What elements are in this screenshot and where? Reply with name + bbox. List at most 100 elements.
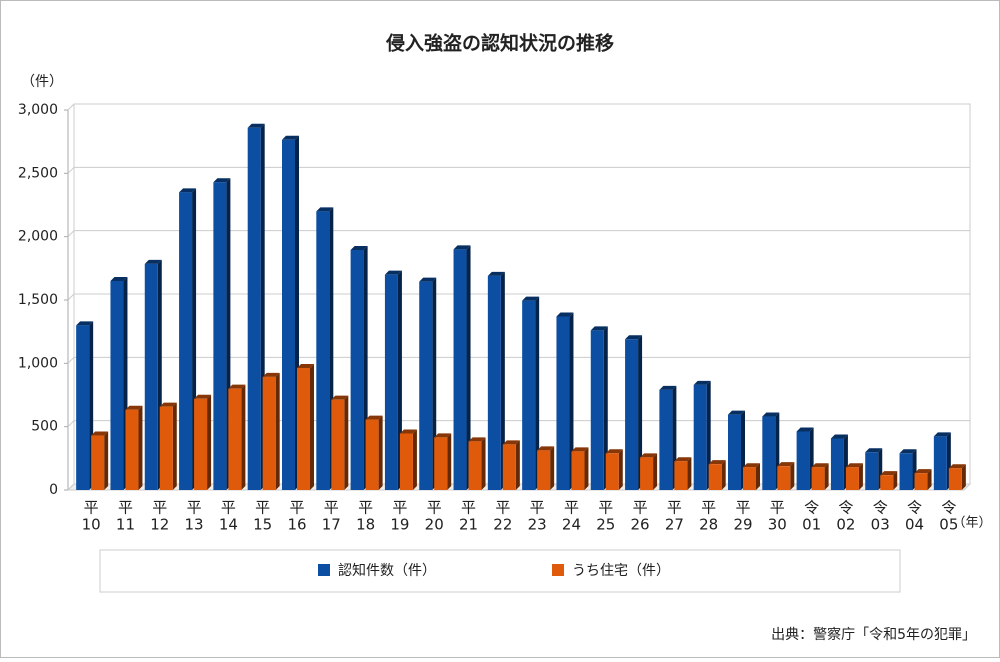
bar bbox=[419, 281, 433, 490]
y-tick-label: 1,000 bbox=[18, 355, 58, 371]
bar bbox=[933, 436, 947, 490]
bar-top bbox=[762, 412, 780, 417]
bar bbox=[316, 211, 330, 491]
bar bbox=[76, 325, 90, 490]
bar-side bbox=[824, 463, 829, 490]
x-tick-label: 平 bbox=[221, 499, 236, 517]
x-tick-label: 令 bbox=[873, 499, 888, 517]
x-tick-label: 平 bbox=[598, 499, 613, 517]
bar bbox=[468, 441, 482, 490]
bar-top bbox=[159, 402, 177, 407]
x-tick-label: 令 bbox=[804, 499, 819, 517]
x-tick-label: 平 bbox=[495, 499, 510, 517]
bar bbox=[674, 461, 688, 490]
bar bbox=[365, 419, 379, 490]
bar-top bbox=[777, 462, 795, 467]
bar bbox=[213, 182, 227, 490]
x-tick-label: 23 bbox=[528, 516, 547, 534]
bar-top bbox=[399, 429, 417, 434]
bar-side bbox=[515, 440, 520, 490]
bar-top bbox=[297, 364, 314, 369]
bar-side bbox=[310, 364, 314, 490]
bar bbox=[91, 435, 105, 490]
x-tick-label: 平 bbox=[735, 499, 750, 517]
bar bbox=[777, 466, 791, 490]
legend-swatch bbox=[318, 564, 330, 576]
grid-line bbox=[67, 356, 970, 364]
bar-side bbox=[172, 402, 177, 490]
bar-top bbox=[91, 431, 109, 436]
bar-top bbox=[419, 277, 437, 282]
x-tick-label: 平 bbox=[392, 499, 407, 517]
bar bbox=[625, 339, 639, 490]
bar-top bbox=[453, 245, 471, 250]
bar-top bbox=[590, 326, 608, 331]
x-tick-label: 平 bbox=[667, 499, 682, 517]
bar-side bbox=[241, 384, 246, 490]
y-tick-label: 2,500 bbox=[18, 165, 58, 181]
bar bbox=[331, 399, 345, 490]
x-tick-label: 16 bbox=[287, 516, 306, 534]
legend-box bbox=[99, 549, 901, 593]
bar bbox=[845, 467, 859, 490]
x-tick-label: 平 bbox=[530, 499, 545, 517]
bar bbox=[743, 467, 756, 490]
x-tick-label: 28 bbox=[699, 516, 718, 534]
bar bbox=[811, 467, 825, 490]
bar bbox=[179, 192, 193, 491]
x-tick-label: 22 bbox=[493, 516, 512, 534]
x-tick-label: 12 bbox=[150, 516, 169, 534]
bar-top bbox=[434, 433, 452, 438]
x-tick-label: 26 bbox=[631, 516, 650, 534]
x-tick-label: 29 bbox=[733, 516, 752, 534]
legend-label: 認知件数（件） bbox=[338, 562, 436, 579]
x-tick-label: 04 bbox=[905, 516, 924, 534]
bar bbox=[659, 389, 673, 490]
bar bbox=[247, 127, 261, 490]
bar bbox=[384, 274, 398, 490]
bar bbox=[399, 433, 413, 490]
bar-side bbox=[790, 462, 795, 490]
bar bbox=[350, 249, 364, 490]
bar bbox=[125, 409, 139, 490]
x-tick-label: 21 bbox=[459, 516, 478, 534]
y-tick-label: 500 bbox=[31, 419, 58, 435]
bar bbox=[899, 453, 913, 490]
x-tick-label: 13 bbox=[185, 516, 204, 534]
bar-top bbox=[571, 447, 589, 452]
bar-top bbox=[708, 460, 726, 465]
x-tick-label: 平 bbox=[701, 499, 716, 517]
x-tick-label: 20 bbox=[425, 516, 444, 534]
bar-top bbox=[468, 437, 486, 442]
bar-top bbox=[880, 471, 898, 476]
chart-title: 侵入強盗の認知状況の推移 bbox=[385, 32, 614, 55]
bar-top bbox=[728, 410, 745, 415]
bar-side bbox=[858, 463, 863, 490]
bar-top bbox=[213, 178, 231, 183]
bar bbox=[605, 453, 619, 490]
bar bbox=[144, 263, 158, 490]
bar-top bbox=[247, 123, 265, 128]
bar-side bbox=[412, 429, 417, 490]
bar bbox=[708, 464, 722, 490]
y-tick-label: 1,500 bbox=[18, 292, 58, 308]
bar-top bbox=[556, 312, 574, 317]
bar bbox=[502, 444, 516, 490]
bar-side bbox=[481, 437, 486, 490]
x-tick-label: 01 bbox=[802, 516, 821, 534]
y-tick-label: 0 bbox=[49, 482, 58, 498]
bar-top bbox=[179, 188, 197, 193]
grid-line bbox=[67, 230, 970, 238]
bar bbox=[282, 139, 295, 490]
x-tick-label: 24 bbox=[562, 516, 581, 534]
bar-top bbox=[537, 446, 555, 451]
bar-side bbox=[638, 335, 643, 490]
bar-top bbox=[693, 380, 711, 385]
bar bbox=[880, 475, 894, 490]
grid-line bbox=[67, 293, 970, 301]
bar-top bbox=[743, 463, 760, 468]
x-tick-label: 平 bbox=[118, 499, 133, 517]
bar bbox=[830, 438, 844, 490]
bar-top bbox=[76, 321, 94, 326]
bar-top bbox=[522, 296, 540, 301]
